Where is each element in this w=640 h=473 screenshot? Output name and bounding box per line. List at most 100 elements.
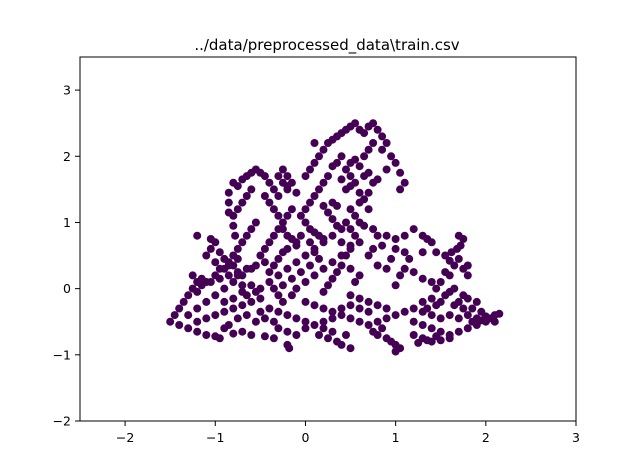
y-tick-label-3: 1 [63,215,71,230]
scatter-point-123 [328,307,337,316]
scatter-point-173 [454,314,463,323]
scatter-point-267 [391,158,400,167]
scatter-point-251 [337,261,346,270]
scatter-point-140 [346,344,355,353]
scatter-point-353 [229,294,238,303]
scatter-point-241 [296,211,305,220]
scatter-point-215 [310,139,319,147]
scatter-point-253 [328,274,337,283]
scatter-point-67 [229,221,238,230]
scatter-point-84 [292,258,301,267]
scatter-point-90 [283,311,292,320]
scatter-point-271 [382,165,391,174]
scatter-point-106 [229,329,238,338]
scatter-point-149 [396,344,405,353]
scatter-point-10 [193,327,202,336]
scatter-point-305 [391,235,400,243]
scatter-point-79 [287,205,296,214]
scatter-point-142 [315,331,323,339]
scatter-point-362 [278,281,287,290]
scatter-point-222 [360,129,369,138]
scatter-point-373 [292,241,301,250]
scatter-point-290 [409,225,418,234]
scatter-point-172 [445,311,454,320]
scatter-point-368 [265,268,274,277]
scatter-point-16 [184,311,193,320]
scatter-point-120 [301,297,310,306]
scatter-point-224 [369,119,378,128]
scatter-point-374 [296,231,305,240]
scatter-point-129 [346,314,355,323]
scatter-point-361 [269,284,278,293]
scatter-point-35 [224,271,233,280]
scatter-point-21 [229,278,238,286]
scatter-point-132 [373,317,382,326]
scatter-point-68 [231,231,240,240]
scatter-point-111 [287,291,296,300]
scatter-point-158 [463,324,472,333]
scatter-point-133 [382,314,391,323]
scatter-point-242 [301,218,310,227]
scatter-point-136 [319,324,328,333]
scatter-point-377 [360,195,369,204]
scatter-point-352 [220,297,229,306]
scatter-point-74 [265,238,274,247]
scatter-point-171 [436,314,445,323]
scatter-point-83 [283,264,292,273]
scatter-point-45 [242,231,251,240]
scatter-point-303 [373,261,382,270]
scatter-point-227 [369,139,378,147]
scatter-point-249 [346,241,355,250]
scatter-point-263 [337,175,346,184]
scatter-point-324 [454,254,463,263]
scatter-point-24 [193,317,202,326]
scatter-point-130 [355,317,364,326]
scatter-point-282 [351,211,360,220]
scatter-point-196 [278,225,287,234]
plot-frame [79,56,577,422]
scatter-point-110 [278,297,287,306]
scatter-point-231 [346,158,355,167]
scatter-point-168 [409,304,418,313]
scatter-point-287 [373,231,382,240]
scatter-point-367 [310,248,319,257]
scatter-point-235 [324,172,332,181]
scatter-point-47 [251,218,260,227]
scatter-point-270 [396,185,405,194]
scatter-point-109 [269,317,278,326]
scatter-point-276 [355,294,364,303]
x-tick-label-3: 1 [392,430,400,445]
scatter-point-85 [301,251,310,260]
scatter-point-275 [346,291,355,300]
scatter-point-274 [351,278,360,286]
scatter-point-313 [459,235,468,243]
scatter-point-264 [382,139,391,147]
scatter-point-210 [310,158,319,167]
scatter-point-94 [319,317,328,326]
scatter-point-167 [432,332,441,341]
scatter-point-206 [283,182,292,191]
scatter-point-240 [301,205,310,214]
scatter-point-262 [342,165,350,174]
scatter-point-26 [211,311,220,320]
scatter-point-337 [193,287,202,296]
scatter-point-1 [170,311,179,320]
scatter-point-78 [283,211,292,220]
y-tick-label-1: −1 [53,347,71,362]
scatter-point-283 [346,205,355,214]
scatter-point-95 [328,314,337,323]
scatter-point-43 [233,244,242,253]
scatter-point-18 [202,297,211,306]
scatter-point-209 [306,165,314,174]
scatter-point-51 [242,192,251,200]
scatter-point-238 [310,192,319,200]
scatter-point-190 [432,301,441,310]
scatter-point-329 [463,294,472,303]
scatter-point-257 [333,201,341,210]
scatter-point-354 [238,287,247,296]
scatter-point-154 [427,324,436,333]
scatter-point-181 [477,316,486,325]
scatter-point-296 [400,264,409,273]
scatter-point-300 [391,281,400,290]
scatter-point-384 [319,201,328,210]
